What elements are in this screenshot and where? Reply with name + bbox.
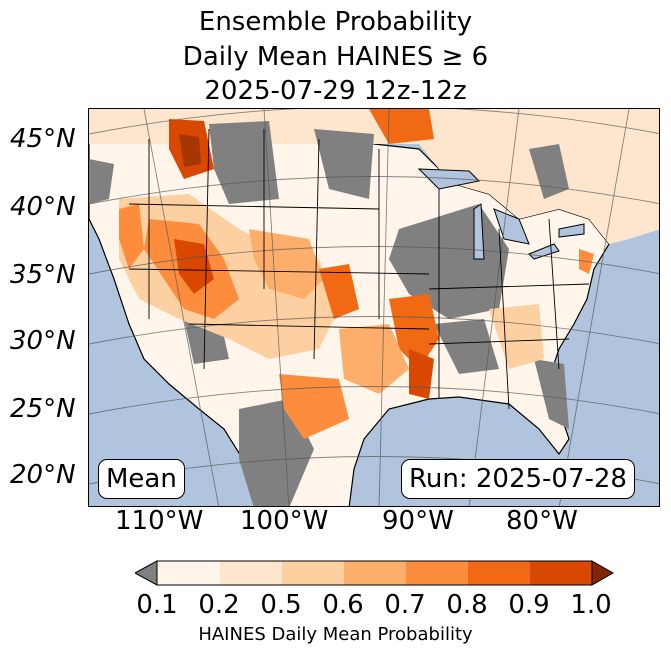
colorbar-tick-2: 0.5 [260,590,301,620]
lat-label-35: 35°N [10,260,76,290]
title-line-2: Daily Mean HAINES ≥ 6 [0,41,671,73]
colorbar-under-arrow [135,561,157,585]
stat-label-box: Mean [98,459,185,499]
lat-label-20: 20°N [10,460,76,490]
lon-label-90: 90°W [382,506,454,536]
colorbar-tick-1: 0.2 [198,590,239,620]
colorbar-bin-7 [530,561,592,585]
colorbar-tick-3: 0.6 [322,590,363,620]
lon-label-80: 80°W [506,506,578,536]
colorbar-bin-5 [406,561,468,585]
colorbar-bin-1 [157,561,220,585]
colorbar-bin-6 [468,561,530,585]
lat-label-45: 45°N [10,124,76,154]
colorbar-label: HAINES Daily Mean Probability [0,624,671,645]
colorbar-tick-6: 0.9 [508,590,549,620]
title-line-1: Ensemble Probability [0,6,671,38]
colorbar [135,560,615,586]
lat-label-30: 30°N [10,326,76,356]
lon-label-110: 110°W [115,506,203,536]
colorbar-tick-5: 0.8 [446,590,487,620]
run-label-box: Run: 2025-07-28 [401,459,635,499]
colorbar-bin-3 [282,561,344,585]
colorbar-tick-0: 0.1 [136,590,177,620]
map-panel [88,108,660,507]
lat-label-25: 25°N [10,394,76,424]
colorbar-tick-7: 1.0 [570,590,611,620]
map-canvas [89,109,660,507]
lat-label-40: 40°N [10,192,76,222]
colorbar-over-arrow [592,561,613,585]
colorbar-bin-2 [220,561,282,585]
colorbar-bin-4 [344,561,406,585]
colorbar-tick-4: 0.7 [384,590,425,620]
lon-label-100: 100°W [240,506,328,536]
title-line-3: 2025-07-29 12z-12z [0,75,671,107]
